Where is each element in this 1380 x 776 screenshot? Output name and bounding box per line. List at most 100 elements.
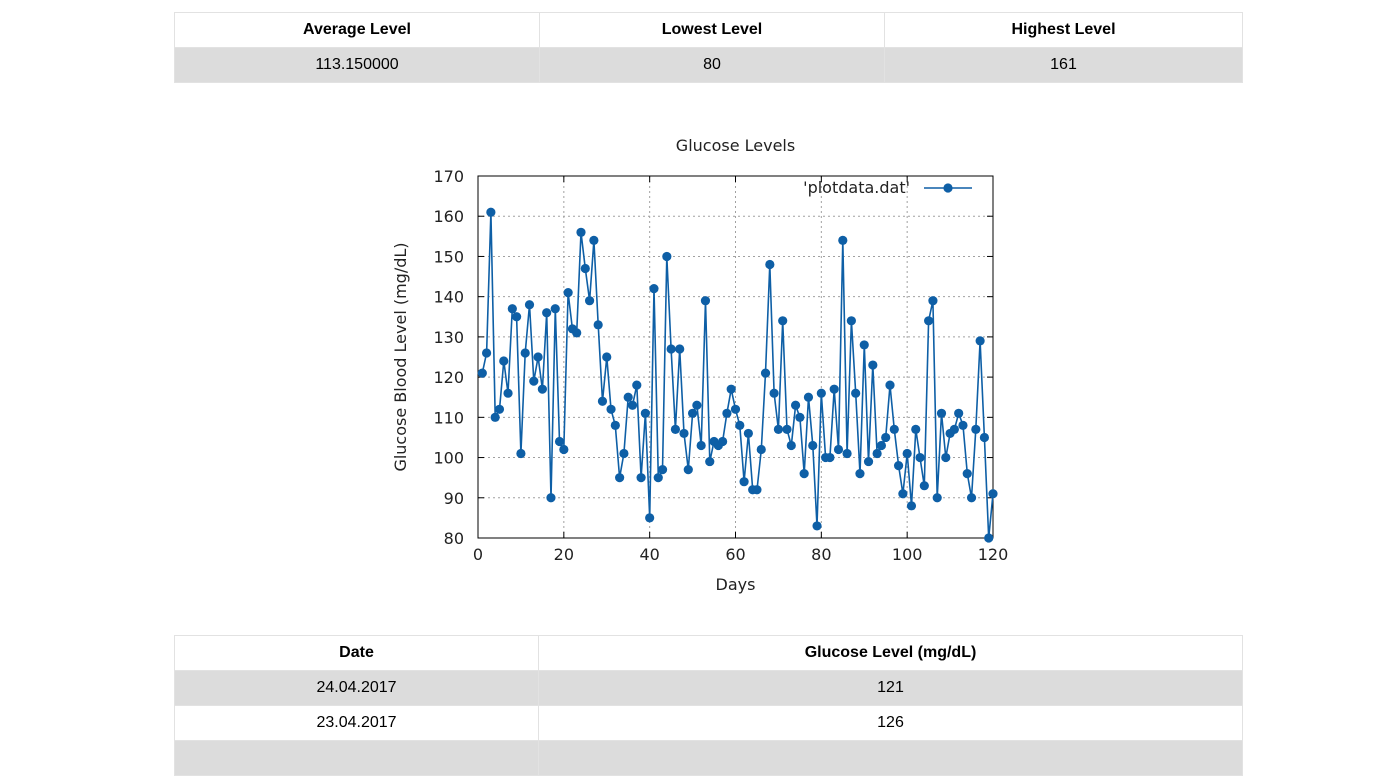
data-point: [649, 284, 659, 294]
data-point: [512, 312, 522, 322]
y-axis-label: Glucose Blood Level (mg/dL): [391, 242, 410, 471]
data-point: [808, 440, 818, 451]
data-point: [537, 384, 547, 394]
data-point: [872, 448, 882, 459]
data-point: [494, 404, 505, 414]
data-point: [584, 296, 595, 306]
data-point: [718, 436, 728, 447]
data-point: [893, 461, 904, 471]
data-point: [687, 408, 698, 418]
data-point: [799, 469, 809, 479]
y-tick-label: 110: [433, 408, 464, 427]
data-point: [958, 420, 968, 430]
data-point: [924, 316, 934, 326]
data-point: [666, 344, 676, 354]
data-point: [481, 348, 492, 358]
legend-label: 'plotdata.dat': [803, 178, 910, 197]
data-point: [773, 424, 784, 434]
highest-level-header: Highest Level: [884, 12, 1243, 48]
data-point: [979, 432, 990, 443]
data-point: [988, 489, 998, 499]
x-tick-label: 0: [473, 545, 483, 564]
x-tick-label: 100: [892, 545, 923, 564]
glucose-data-table: Date Glucose Level (mg/dL) 24.04.2017 12…: [174, 635, 1243, 776]
data-point: [778, 316, 788, 326]
data-point: [606, 404, 616, 414]
data-header-row: Date Glucose Level (mg/dL): [174, 635, 1243, 671]
data-point: [941, 452, 951, 463]
data-point: [760, 368, 771, 378]
data-point: [572, 328, 582, 338]
data-point: [949, 424, 959, 434]
data-point: [597, 396, 608, 406]
glucose-chart: Glucose Levels 0 20 40 60 80 100 120 80 90 100 110 1…: [391, 136, 1008, 594]
data-point: [675, 344, 685, 354]
data-point: [516, 448, 526, 459]
y-tick-label: 160: [433, 207, 464, 226]
data-point: [533, 352, 543, 362]
data-point: [833, 444, 844, 455]
data-point: [765, 259, 775, 270]
summary-header-row: Average Level Lowest Level Highest Level: [174, 12, 1243, 48]
data-point: [829, 384, 839, 394]
data-point: [670, 424, 681, 434]
x-tick-label: 20: [554, 545, 574, 564]
data-point: [902, 448, 912, 459]
data-point: [589, 235, 599, 245]
y-tick-label: 120: [433, 368, 464, 387]
data-point: [898, 489, 908, 499]
data-point: [653, 473, 663, 483]
x-tick-label: 60: [725, 545, 745, 564]
data-point: [790, 400, 801, 410]
data-point: [851, 388, 861, 398]
glucose-column-header: Glucose Level (mg/dL): [538, 635, 1243, 671]
data-point: [812, 521, 822, 531]
data-point: [546, 493, 556, 503]
data-point: [803, 392, 814, 402]
data-point: [954, 408, 964, 418]
data-point: [722, 408, 732, 418]
table-row: 24.04.2017 121: [174, 670, 1243, 706]
data-point: [524, 300, 535, 310]
data-point: [739, 477, 749, 487]
data-point: [735, 420, 745, 430]
glucose-cell: 121: [538, 670, 1243, 706]
data-point: [602, 352, 612, 362]
data-point: [499, 356, 509, 366]
data-point: [919, 481, 929, 491]
data-point: [769, 388, 779, 398]
data-point: [486, 207, 496, 217]
x-tick-label: 40: [639, 545, 659, 564]
data-point: [782, 424, 792, 434]
average-level-header: Average Level: [174, 12, 540, 48]
data-point: [842, 448, 852, 459]
data-point: [795, 412, 805, 422]
y-tick-label: 100: [433, 449, 464, 468]
data-point: [490, 412, 500, 422]
data-point: [550, 304, 560, 314]
data-point: [692, 400, 702, 410]
summary-stats-table: Average Level Lowest Level Highest Level…: [174, 12, 1243, 83]
data-point: [825, 452, 835, 463]
x-tick-label: 80: [811, 545, 831, 564]
data-point: [730, 404, 741, 414]
average-level-value: 113.150000: [174, 47, 540, 83]
data-point: [756, 444, 766, 455]
data-point: [593, 320, 603, 330]
chart-title: Glucose Levels: [676, 136, 795, 155]
lowest-level-header: Lowest Level: [539, 12, 885, 48]
data-point: [868, 360, 878, 370]
data-point: [520, 348, 530, 358]
date-cell: 24.04.2017: [174, 670, 539, 706]
data-point: [859, 340, 869, 350]
data-point: [529, 376, 539, 386]
data-point: [662, 251, 672, 262]
data-point: [889, 424, 899, 434]
y-tick-label: 150: [433, 247, 464, 266]
data-point: [971, 424, 981, 434]
x-axis-label: Days: [716, 575, 756, 594]
date-cell: 23.04.2017: [174, 705, 539, 741]
data-point: [863, 456, 874, 467]
data-point: [726, 384, 736, 394]
data-point: [477, 368, 487, 378]
